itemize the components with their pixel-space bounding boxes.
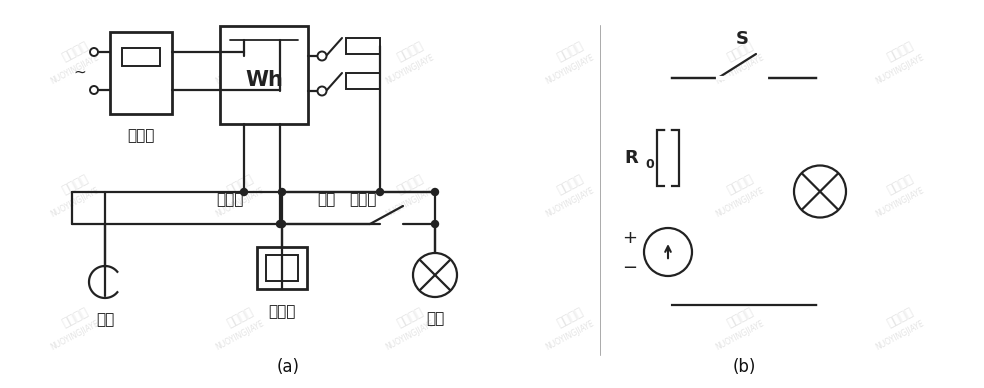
Circle shape — [90, 48, 98, 56]
Text: +: + — [623, 229, 638, 247]
Circle shape — [644, 228, 692, 276]
Text: 开关: 开关 — [317, 192, 336, 207]
Text: 妆丝盒: 妆丝盒 — [127, 128, 154, 143]
Text: 0: 0 — [646, 159, 654, 171]
Text: 插座: 插座 — [95, 312, 114, 327]
Text: 诺盈佳业: 诺盈佳业 — [395, 40, 425, 64]
Text: NUOYINGJIAYE: NUOYINGJIAYE — [49, 185, 100, 218]
Circle shape — [318, 87, 327, 95]
Text: 诺盈佳业: 诺盈佳业 — [885, 40, 915, 64]
Text: NUOYINGJIAYE: NUOYINGJIAYE — [215, 185, 266, 218]
Text: 诺盈佳业: 诺盈佳业 — [724, 306, 756, 330]
Circle shape — [278, 189, 285, 196]
Text: 电度表: 电度表 — [216, 192, 244, 207]
Circle shape — [432, 220, 439, 227]
Bar — [657, 130, 679, 186]
Text: (a): (a) — [277, 358, 299, 376]
Circle shape — [432, 189, 439, 196]
Bar — [122, 48, 160, 66]
Bar — [266, 255, 298, 281]
Text: 诺盈佳业: 诺盈佳业 — [555, 306, 585, 330]
Text: 燕断器: 燕断器 — [349, 192, 377, 207]
Circle shape — [277, 220, 283, 227]
Text: 诺盈佳业: 诺盈佳业 — [724, 40, 756, 64]
Text: 诺盈佳业: 诺盈佳业 — [224, 173, 256, 197]
Text: NUOYINGJIAYE: NUOYINGJIAYE — [215, 319, 266, 352]
Text: 诺盈佳业: 诺盈佳业 — [224, 40, 256, 64]
Bar — [346, 73, 380, 89]
Text: NUOYINGJIAYE: NUOYINGJIAYE — [384, 52, 436, 86]
Circle shape — [377, 189, 384, 196]
Text: NUOYINGJIAYE: NUOYINGJIAYE — [874, 185, 926, 218]
Text: 诺盈佳业: 诺盈佳业 — [60, 40, 91, 64]
Text: S: S — [735, 30, 749, 48]
Text: 诺盈佳业: 诺盈佳业 — [885, 173, 915, 197]
Text: 诺盈佳业: 诺盈佳业 — [60, 173, 91, 197]
Text: NUOYINGJIAYE: NUOYINGJIAYE — [384, 319, 436, 352]
Circle shape — [278, 220, 285, 227]
Text: R: R — [624, 149, 638, 167]
Text: 诺盈佳业: 诺盈佳业 — [395, 173, 425, 197]
Text: 诺盈佳业: 诺盈佳业 — [60, 306, 91, 330]
Text: NUOYINGJIAYE: NUOYINGJIAYE — [874, 319, 926, 352]
Text: Wh: Wh — [245, 70, 283, 90]
Text: NUOYINGJIAYE: NUOYINGJIAYE — [544, 52, 596, 86]
Text: NUOYINGJIAYE: NUOYINGJIAYE — [714, 319, 766, 352]
Text: 诺盈佳业: 诺盈佳业 — [885, 306, 915, 330]
Text: NUOYINGJIAYE: NUOYINGJIAYE — [215, 52, 266, 86]
Text: (b): (b) — [732, 358, 756, 376]
Text: E: E — [674, 247, 685, 265]
Bar — [257, 247, 307, 289]
Text: 电灯: 电灯 — [426, 311, 444, 326]
Text: NUOYINGJIAYE: NUOYINGJIAYE — [714, 185, 766, 218]
Circle shape — [90, 86, 98, 94]
Text: NUOYINGJIAYE: NUOYINGJIAYE — [544, 319, 596, 352]
Text: 诺盈佳业: 诺盈佳业 — [555, 40, 585, 64]
Circle shape — [318, 52, 327, 61]
Text: NUOYINGJIAYE: NUOYINGJIAYE — [544, 185, 596, 218]
Bar — [346, 38, 380, 54]
Text: 诺盈佳业: 诺盈佳业 — [555, 173, 585, 197]
Text: NUOYINGJIAYE: NUOYINGJIAYE — [49, 52, 100, 86]
Text: NUOYINGJIAYE: NUOYINGJIAYE — [874, 52, 926, 86]
Text: 诺盈佳业: 诺盈佳业 — [395, 306, 425, 330]
Bar — [110, 32, 172, 114]
Text: NUOYINGJIAYE: NUOYINGJIAYE — [384, 185, 436, 218]
Circle shape — [794, 166, 846, 218]
Circle shape — [240, 189, 248, 196]
Text: 电热器: 电热器 — [269, 304, 295, 319]
Text: NUOYINGJIAYE: NUOYINGJIAYE — [49, 319, 100, 352]
Text: ~: ~ — [74, 64, 87, 80]
Text: 诺盈佳业: 诺盈佳业 — [724, 173, 756, 197]
Text: −: − — [623, 259, 638, 277]
Text: 诺盈佳业: 诺盈佳业 — [224, 306, 256, 330]
Bar — [220, 26, 308, 124]
Text: NUOYINGJIAYE: NUOYINGJIAYE — [714, 52, 766, 86]
Circle shape — [413, 253, 457, 297]
